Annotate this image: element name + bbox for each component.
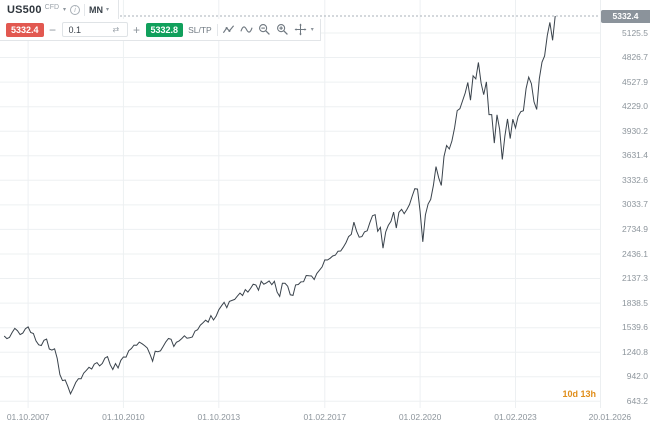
time-axis-label: 01.10.2013	[197, 412, 241, 422]
current-price-badge: 5332.4	[601, 9, 650, 23]
price-axis-label: 1838.5	[622, 297, 648, 308]
timeframe-value: MN	[89, 4, 104, 15]
volume-input-box: ⇄	[61, 22, 128, 37]
price-line-series	[3, 15, 556, 396]
volume-unit-toggle-icon[interactable]: ⇄	[112, 24, 120, 34]
decrease-volume-button[interactable]: −	[47, 24, 59, 36]
instrument-header: US500 CFD ▾ i MN ▾	[0, 0, 120, 20]
info-icon[interactable]: i	[70, 4, 81, 15]
time-axis-label: 01.02.2023	[494, 412, 537, 422]
time-axis-label: 01.02.2017	[303, 412, 347, 422]
candle-countdown: 10d 13h	[562, 389, 596, 399]
instrument-caret-down-icon[interactable]: ▾	[63, 6, 67, 13]
sltp-button[interactable]: SL/TP	[188, 24, 212, 35]
time-axis[interactable]: 01.10.2007 01.10.2010 01.10.2013 01.02.2017…	[0, 408, 650, 424]
timeframe-caret-down-icon: ▾	[106, 6, 110, 13]
indicators-icon[interactable]	[221, 22, 236, 37]
time-axis-label: 01.10.2010	[102, 412, 145, 422]
price-axis-label: 4826.7	[622, 52, 648, 62]
pan-move-icon[interactable]	[293, 22, 308, 37]
increase-volume-button[interactable]: +	[131, 24, 143, 36]
more-tools-caret-down-icon[interactable]: ▾	[310, 26, 314, 33]
zoom-in-icon[interactable]	[275, 22, 290, 37]
price-axis-label: 4229.0	[622, 101, 648, 112]
volume-input[interactable]	[62, 24, 113, 35]
price-axis-label: 1240.8	[622, 346, 648, 357]
price-axis-label: 3631.4	[622, 150, 648, 161]
price-axis-label: 643.2	[626, 395, 648, 406]
chart-type-icon[interactable]	[239, 22, 254, 37]
divider	[84, 3, 86, 16]
price-axis-label: 5125.5	[622, 27, 648, 38]
price-axis-label: 3033.7	[622, 199, 648, 210]
price-chart[interactable]	[0, 0, 600, 408]
order-toolbar: 5332.4 − ⇄ + 5332.8 SL/TP	[0, 19, 321, 41]
time-axis-label: 20.01.2026	[588, 412, 632, 422]
price-axis-label: 3332.6	[622, 174, 648, 185]
instrument-type-label: CFD	[44, 4, 60, 11]
zoom-out-icon[interactable]	[257, 22, 272, 37]
price-axis-label: 2436.1	[622, 248, 648, 259]
price-axis-label: 2137.3	[622, 273, 648, 283]
instrument-symbol: US500	[7, 3, 42, 16]
price-axis-label: 1539.6	[622, 322, 648, 333]
divider	[216, 23, 218, 36]
time-axis-label: 01.02.2020	[398, 412, 442, 422]
price-axis-label: 3930.2	[622, 125, 648, 136]
price-axis-label: 942.0	[626, 371, 648, 382]
price-axis[interactable]: 5125.5 4826.7 4527.9 4229.0 3930.2 3631.4 3332…	[600, 0, 650, 408]
time-axis-label: 01.10.2007	[6, 412, 50, 422]
price-axis-label: 4527.9	[622, 76, 648, 87]
sell-price-button[interactable]: 5332.4	[6, 22, 44, 37]
price-axis-label: 2734.9	[622, 223, 648, 234]
timeframe-selector[interactable]: MN ▾	[89, 5, 109, 15]
buy-price-button[interactable]: 5332.8	[145, 22, 184, 37]
